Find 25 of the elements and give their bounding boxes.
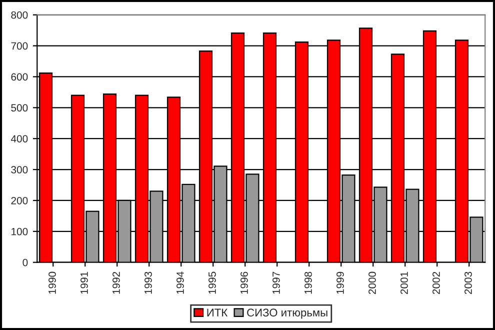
x-tick-label: 1994 <box>176 272 184 294</box>
y-tick-label: 0 <box>22 258 28 266</box>
x-tick-label: 1996 <box>240 272 248 294</box>
y-tick-label: 200 <box>11 196 28 204</box>
x-tick-label: 2003 <box>464 272 472 294</box>
y-tick-label: 500 <box>11 104 28 112</box>
x-tick-label: 1991 <box>80 272 88 294</box>
x-tick-label: 2000 <box>368 272 376 294</box>
y-tick-label: 800 <box>11 11 28 19</box>
x-tick-label: 2001 <box>400 272 408 294</box>
legend-label: ИТК <box>207 308 228 316</box>
y-tick-label: 300 <box>11 166 28 174</box>
y-tick-label: 400 <box>10 135 28 142</box>
x-tick-label: 1999 <box>336 272 344 294</box>
y-tick-label: 100 <box>12 228 28 236</box>
y-tick-label: 600 <box>11 73 28 81</box>
y-tick-label: 700 <box>11 42 28 50</box>
x-tick-label: 1998 <box>304 272 312 294</box>
x-tick-label: 1990 <box>48 272 56 294</box>
x-tick-label: 2002 <box>432 272 440 294</box>
x-tick-label: 1992 <box>112 272 120 294</box>
x-tick-label: 1993 <box>144 272 152 294</box>
x-tick-label: 1997 <box>272 272 280 294</box>
legend-label: СИЗО итюрьмы <box>247 308 328 319</box>
x-tick-label: 1995 <box>208 272 216 294</box>
